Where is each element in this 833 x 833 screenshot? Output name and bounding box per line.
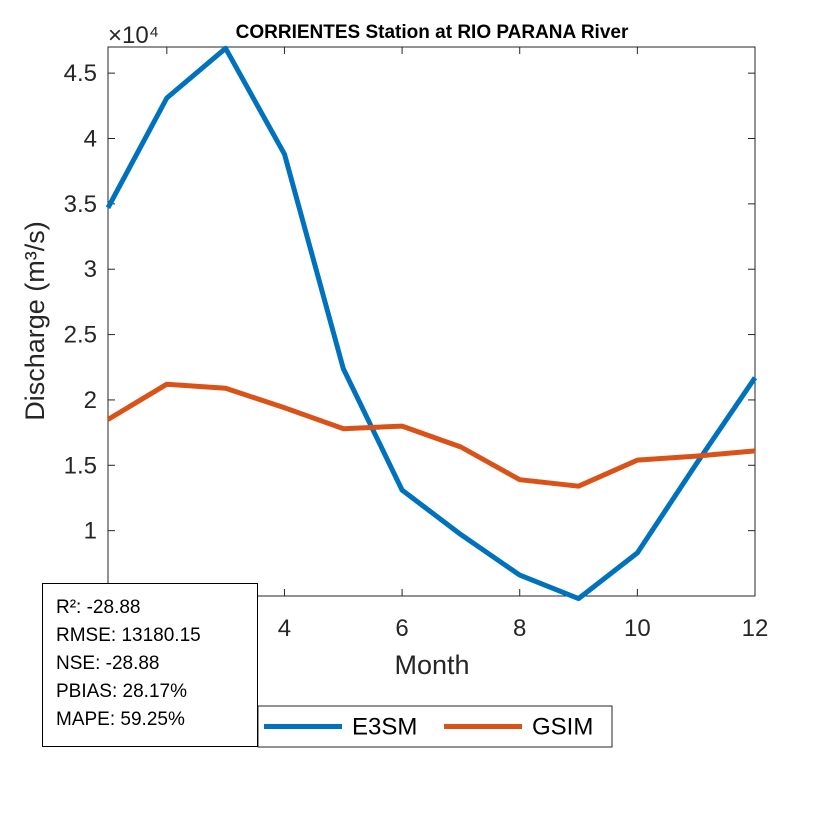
y-tick-label: 1 xyxy=(84,518,97,545)
series-line-e3sm xyxy=(105,45,758,602)
x-tick-label: 6 xyxy=(395,615,408,642)
stat-r2: R²: -28.88 xyxy=(56,597,141,618)
stat-mape: MAPE: 59.25% xyxy=(56,709,185,730)
x-tick-label: 8 xyxy=(513,615,526,642)
y-axis-label: Discharge (m³/s) xyxy=(20,221,50,421)
y-tick-label: 1.5 xyxy=(64,452,97,479)
y-tick-label: 2.5 xyxy=(64,322,97,349)
legend-label-e3sm: E3SM xyxy=(352,714,417,741)
x-tick-label: 4 xyxy=(278,615,291,642)
chart-title: CORRIENTES Station at RIO PARANA River xyxy=(236,22,629,43)
x-axis-label: Month xyxy=(394,650,469,680)
legend-label-gsim: GSIM xyxy=(532,714,593,741)
plot-frame xyxy=(107,46,756,597)
y-tick-label: 3 xyxy=(84,256,97,283)
stat-rmse: RMSE: 13180.15 xyxy=(56,625,201,646)
series-line-gsim xyxy=(106,381,756,489)
y-tick-label: 3.5 xyxy=(64,191,97,218)
stats-box: R²: -28.88 RMSE: 13180.15 NSE: -28.88 PB… xyxy=(42,583,258,747)
stat-pbias: PBIAS: 28.17% xyxy=(56,681,187,702)
stat-nse: NSE: -28.88 xyxy=(56,653,160,674)
y-tick-label: 4 xyxy=(84,126,97,153)
y-exponent-label: ×10⁴ xyxy=(108,22,159,49)
x-tick-label: 12 xyxy=(742,615,769,642)
y-tick-label: 2 xyxy=(84,387,97,414)
x-tick-label: 10 xyxy=(624,615,651,642)
y-tick-label: 4.5 xyxy=(64,60,97,87)
